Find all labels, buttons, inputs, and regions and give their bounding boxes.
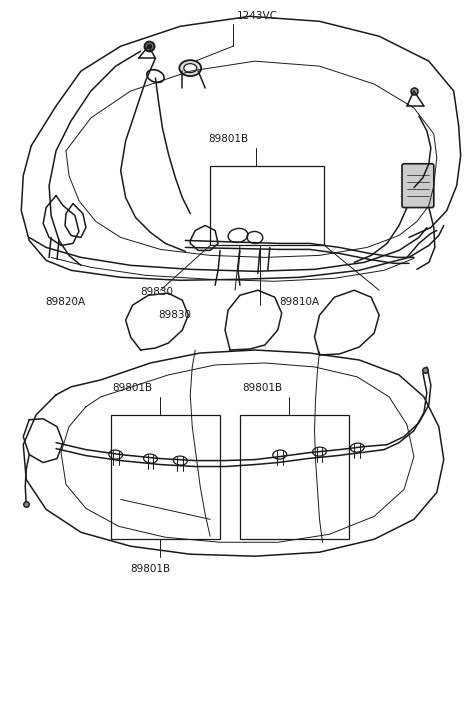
- Text: 89801B: 89801B: [208, 134, 248, 144]
- Text: 89801B: 89801B: [113, 383, 153, 393]
- Text: 89810A: 89810A: [280, 298, 320, 307]
- FancyBboxPatch shape: [402, 164, 434, 207]
- Ellipse shape: [179, 60, 201, 76]
- Ellipse shape: [184, 63, 197, 73]
- Text: 89830: 89830: [141, 287, 174, 298]
- Text: 89820A: 89820A: [45, 298, 85, 307]
- Text: 89801B: 89801B: [131, 564, 171, 574]
- Text: 89801B: 89801B: [242, 383, 282, 393]
- Bar: [210, 166, 325, 245]
- Bar: [240, 415, 349, 539]
- Text: 89830: 89830: [159, 310, 191, 320]
- Text: 1243VC: 1243VC: [237, 11, 278, 21]
- Bar: [111, 415, 220, 539]
